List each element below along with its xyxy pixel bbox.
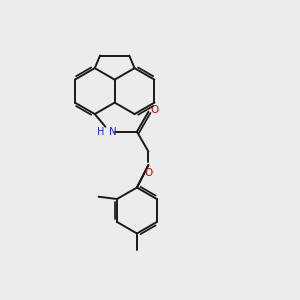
Text: O: O [144,168,152,178]
Text: O: O [151,105,159,115]
Text: N: N [109,127,117,137]
Text: H: H [97,127,104,137]
